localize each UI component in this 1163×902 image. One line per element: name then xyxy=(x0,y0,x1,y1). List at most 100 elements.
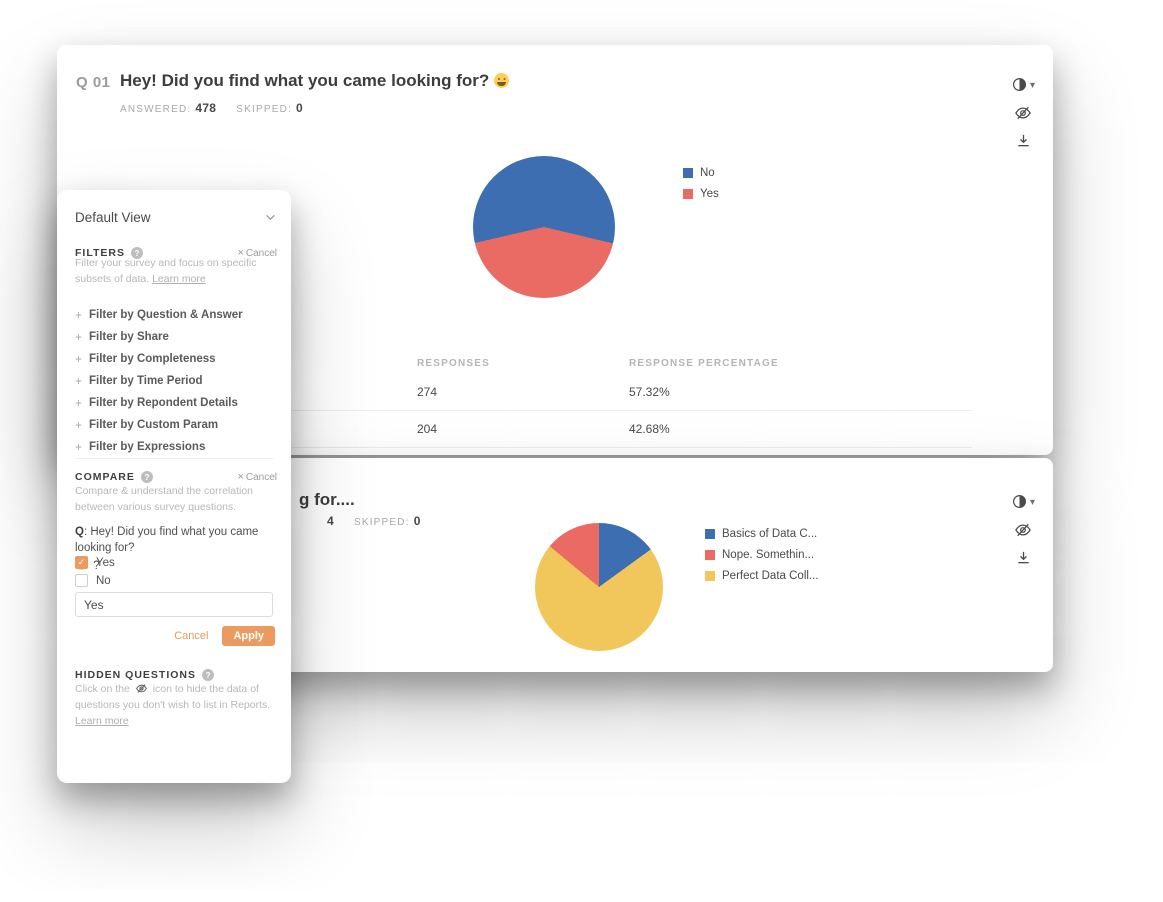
skipped-value: 0 xyxy=(295,101,303,115)
legend-swatch xyxy=(705,529,715,539)
chart-style-toggle-button[interactable] xyxy=(1012,492,1035,510)
legend-label: Yes xyxy=(700,188,719,200)
compare-title: COMPARE xyxy=(75,471,135,483)
col-header-percentage: RESPONSE PERCENTAGE xyxy=(629,357,779,369)
compare-apply-button[interactable]: Apply xyxy=(222,626,275,646)
chart-legend-q1: No Yes xyxy=(683,167,719,200)
view-selector-label: Default View xyxy=(75,210,151,225)
help-icon[interactable] xyxy=(202,669,215,681)
plus-icon xyxy=(75,374,82,388)
hide-question-button[interactable] xyxy=(1014,522,1032,538)
legend-swatch xyxy=(705,550,715,560)
compare-option-no[interactable]: No xyxy=(75,574,111,587)
hidden-questions-title: HIDDEN QUESTIONS xyxy=(75,669,197,681)
responses-cell: 204 xyxy=(417,422,438,436)
legend-item: No xyxy=(683,167,719,179)
smile-emoji-icon xyxy=(494,73,510,88)
compare-option-yes[interactable]: Yes xyxy=(75,556,115,569)
filter-by-custom-param[interactable]: Filter by Custom Param xyxy=(75,418,243,431)
filters-cancel-button[interactable]: Cancel xyxy=(237,247,277,259)
answered-value-partial: 4 xyxy=(327,514,334,528)
chart-legend-q2: Basics of Data C... Nope. Somethin... Perf… xyxy=(705,528,819,582)
filter-by-time-period[interactable]: Filter by Time Period xyxy=(75,374,243,387)
checkbox-label: No xyxy=(96,574,111,587)
filters-learn-more-link[interactable]: Learn more xyxy=(152,272,206,285)
download-icon xyxy=(1018,551,1029,564)
legend-swatch xyxy=(683,189,693,199)
filter-by-respondent-details[interactable]: Filter by Repondent Details xyxy=(75,396,243,409)
legend-label: Perfect Data Coll... xyxy=(722,570,819,582)
caret-down-icon xyxy=(1030,492,1035,510)
legend-label: Basics of Data C... xyxy=(722,528,818,540)
compare-section-header: COMPARE Cancel xyxy=(75,470,277,484)
plus-icon xyxy=(75,330,82,344)
compare-cancel-link[interactable]: Cancel xyxy=(237,471,277,483)
hide-question-button[interactable] xyxy=(1014,105,1032,121)
eye-off-icon xyxy=(1015,106,1032,120)
card-action-toolbar xyxy=(1012,75,1035,148)
plus-icon xyxy=(75,396,82,410)
filters-section-header: FILTERS Cancel xyxy=(75,246,277,260)
compare-actions: Cancel Apply xyxy=(75,626,275,646)
percentage-cell: 42.68% xyxy=(629,422,670,436)
eye-off-icon xyxy=(135,684,147,693)
legend-swatch xyxy=(705,571,715,581)
filter-by-question-answer[interactable]: Filter by Question & Answer xyxy=(75,308,243,321)
legend-item: Nope. Somethin... xyxy=(705,549,819,561)
eye-off-icon xyxy=(1015,523,1032,537)
chart-style-toggle-button[interactable] xyxy=(1012,75,1035,93)
question-stats: ANSWERED: 478 SKIPPED: 0 xyxy=(120,101,319,115)
view-selector[interactable]: Default View xyxy=(75,210,276,225)
skipped-value: 0 xyxy=(413,514,421,528)
filter-by-completeness[interactable]: Filter by Completeness xyxy=(75,352,243,365)
section-divider xyxy=(75,458,273,459)
caret-down-icon xyxy=(1030,75,1035,93)
legend-item: Basics of Data C... xyxy=(705,528,819,540)
responses-cell: 274 xyxy=(417,385,438,399)
col-header-responses: RESPONSES xyxy=(417,357,491,369)
checkbox-unchecked-icon[interactable] xyxy=(75,574,88,587)
question-title: Hey! Did you find what you came looking … xyxy=(120,71,510,91)
legend-item: Yes xyxy=(683,188,719,200)
question-number: Q 01 xyxy=(76,74,111,91)
filter-options-list: Filter by Question & Answer Filter by Sh… xyxy=(75,308,243,453)
card-action-toolbar xyxy=(1012,492,1035,565)
filter-by-share[interactable]: Filter by Share xyxy=(75,330,243,343)
table-row: 204 42.68% xyxy=(120,411,972,448)
compare-description: Compare & understand the correlation bet… xyxy=(75,485,254,513)
compare-cancel-button[interactable]: Cancel xyxy=(174,630,209,642)
question-card-2: g for.... 4 SKIPPED: 0 Basics of Data C.… xyxy=(228,458,1053,672)
hidden-questions-header: HIDDEN QUESTIONS xyxy=(75,668,277,682)
hidden-learn-more-link[interactable]: Learn more xyxy=(75,714,129,727)
responses-table: RESPONSES RESPONSE PERCENTAGE 274 57.32%… xyxy=(120,352,972,448)
filter-by-expressions[interactable]: Filter by Expressions xyxy=(75,440,243,453)
question-stats-partial: 4 SKIPPED: 0 xyxy=(327,514,437,528)
table-row: 274 57.32% xyxy=(120,374,972,411)
pie-chart-q1 xyxy=(473,156,615,298)
percentage-cell: 57.32% xyxy=(629,385,670,399)
table-header-row: RESPONSES RESPONSE PERCENTAGE xyxy=(120,352,972,374)
plus-icon xyxy=(75,352,82,366)
download-report-button[interactable] xyxy=(1016,550,1031,565)
checkbox-checked-icon[interactable] xyxy=(75,556,88,569)
plus-icon xyxy=(75,308,82,322)
answered-label: ANSWERED: xyxy=(120,104,192,115)
pie-chart-q2 xyxy=(535,523,663,651)
legend-item: Perfect Data Coll... xyxy=(705,570,819,582)
download-report-button[interactable] xyxy=(1016,133,1031,148)
filters-title: FILTERS xyxy=(75,247,125,259)
skipped-label: SKIPPED: xyxy=(236,104,292,115)
legend-label: Nope. Somethin... xyxy=(722,549,815,561)
contrast-icon xyxy=(1012,77,1026,91)
question-title-partial: g for.... xyxy=(299,490,355,509)
help-icon[interactable] xyxy=(140,471,153,483)
skipped-label: SKIPPED: xyxy=(353,517,410,528)
question-title-text: Hey! Did you find what you came looking … xyxy=(120,71,490,90)
contrast-icon xyxy=(1012,494,1026,508)
filters-panel: Default View FILTERS Cancel Filter your … xyxy=(57,190,291,783)
compare-value-input[interactable] xyxy=(75,592,273,617)
legend-swatch xyxy=(683,168,693,178)
hidden-questions-description: Click on the icon to hide the data of qu… xyxy=(75,683,271,727)
help-icon[interactable] xyxy=(130,247,143,259)
